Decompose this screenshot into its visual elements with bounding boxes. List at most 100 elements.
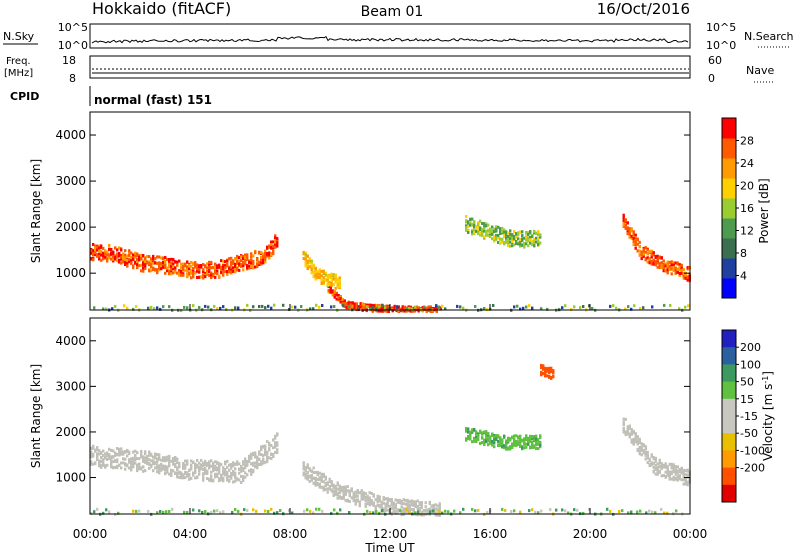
heatmap-cell [240,469,243,473]
heatmap-cell [120,248,123,252]
heatmap-cell [312,481,315,485]
heatmap-cell [537,241,540,245]
heatmap-cell [509,445,512,449]
heatmap-cell [503,446,506,450]
heatmap-cell [128,249,131,253]
heatmap-cell [511,236,514,240]
heatmap-cell [120,461,123,465]
heatmap-cell [234,257,237,261]
heatmap-cell [658,461,661,465]
heatmap-cell [670,470,673,474]
heatmap-cell [174,465,177,468]
heatmap-cell [126,306,129,310]
heatmap-cell [462,507,465,511]
heatmap-cell [354,502,357,506]
time-x-axis: 00:00 04:00 08:00 12:00 16:00 20:00 00:00 [73,304,707,541]
heatmap-cell [260,448,263,452]
heatmap-cell [112,455,115,459]
heatmap-cell [471,230,474,234]
heatmap-cell [535,447,538,450]
heatmap-cell [376,500,379,504]
heatmap-cell [262,454,265,457]
heatmap-cell [425,309,428,313]
heatmap-cell [348,494,351,498]
heatmap-cell [360,495,363,499]
heatmap-cell [272,252,275,256]
heatmap-cell [110,248,113,251]
heatmap-cell [178,465,181,469]
heatmap-cell [238,260,241,264]
heatmap-cell [188,263,191,267]
heatmap-cell [222,267,225,271]
heatmap-cell [447,510,450,514]
heatmap-cell [320,485,323,489]
heatmap-cell [626,221,629,225]
heatmap-cell [351,301,354,305]
heatmap-cell [142,269,145,273]
heatmap-cell [261,304,264,308]
heatmap-cell [394,511,397,515]
y-tick-label: 3000 [55,174,86,188]
heatmap-cell [650,453,653,457]
heatmap-cell [392,505,395,508]
heatmap-cell [516,304,519,308]
heatmap-cell [642,443,645,447]
heatmap-cell [194,468,197,472]
heatmap-cell [218,465,221,469]
heatmap-cell [682,475,685,479]
heatmap-cell [230,266,233,270]
heatmap-cell [264,306,267,310]
heatmap-cell [666,465,669,469]
heatmap-cell [648,261,651,265]
heatmap-cell [339,295,342,299]
heatmap-cell [362,491,365,495]
heatmap-cell [477,223,480,227]
heatmap-cell [162,456,165,460]
heatmap-cell [546,374,549,378]
heatmap-cell [244,253,247,257]
heatmap-cell [260,255,263,259]
heatmap-cell [164,459,167,463]
heatmap-cell [96,254,99,258]
heatmap-cell [334,492,337,496]
heatmap-cell [214,262,217,266]
heatmap-cell [638,240,641,244]
heatmap-cell [632,239,635,243]
heatmap-cell [330,480,333,484]
heatmap-cell [272,455,275,458]
heatmap-cell [135,305,138,308]
heatmap-cell [276,451,279,455]
heatmap-cell [132,266,135,270]
freq-tick-bottom: 8 [69,72,76,85]
heatmap-cell [122,461,125,465]
heatmap-cell [104,252,107,256]
heatmap-cell [96,454,99,458]
heatmap-cell [322,271,325,275]
heatmap-cell [326,276,329,280]
heatmap-cell [354,498,357,502]
heatmap-cell [186,260,189,264]
heatmap-cell [106,250,109,254]
heatmap-cell [134,454,137,457]
heatmap-cell [100,465,103,469]
heatmap-cell [485,233,488,237]
heatmap-cell [248,454,251,458]
heatmap-cell [529,439,532,443]
heatmap-cell [114,453,117,457]
heatmap-cell [186,459,189,463]
heatmap-cell [324,481,327,485]
heatmap-cell [156,511,159,515]
heatmap-cell [254,461,257,465]
heatmap-cell [680,467,683,471]
heatmap-cell [531,508,534,512]
power-heatmap [90,213,691,313]
heatmap-cell [260,460,263,464]
heatmap-cell [232,261,235,265]
heatmap-cell [406,503,409,507]
heatmap-cell [338,283,341,287]
heatmap-cell [684,480,687,484]
heatmap-cell [158,261,161,265]
heatmap-cell [260,260,263,264]
heatmap-cell [184,476,187,480]
heatmap-cell [132,460,135,464]
